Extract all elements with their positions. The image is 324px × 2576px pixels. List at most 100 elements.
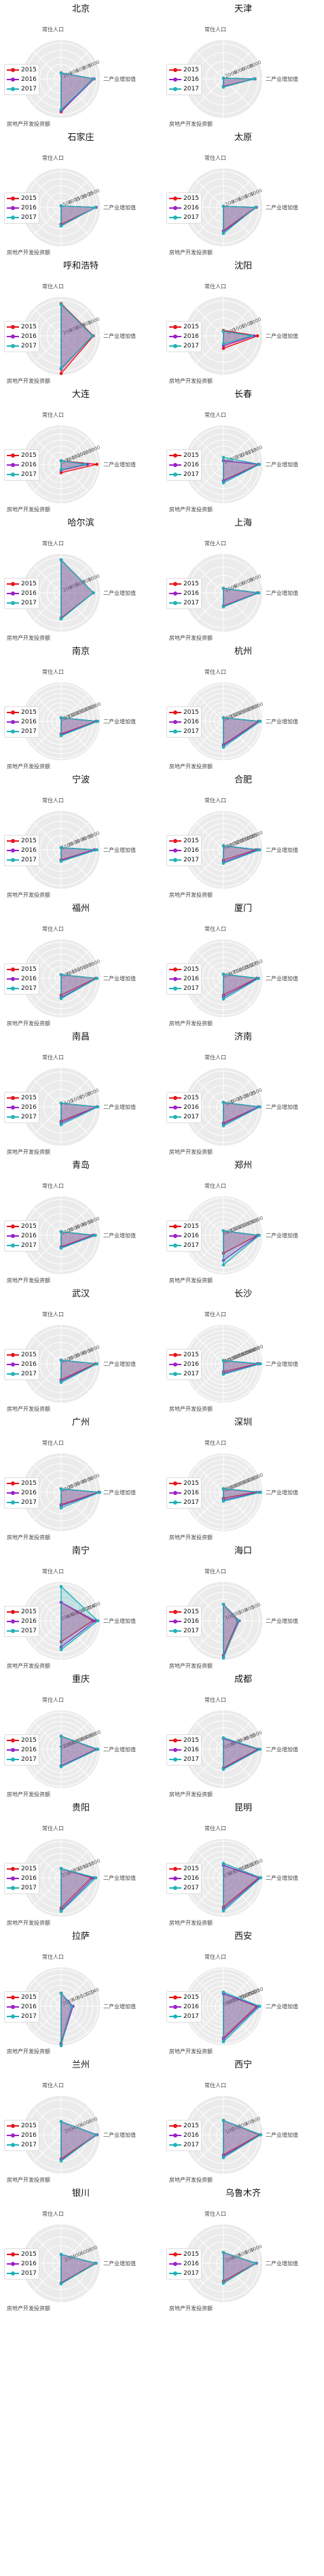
chart-title: 拉萨 [71, 1931, 90, 1942]
grid-spoke [195, 207, 224, 236]
legend-label: 2015 [21, 709, 37, 716]
grid-spoke [60, 1235, 90, 1264]
series-2017-point [259, 2133, 263, 2137]
legend-item: 2017 [169, 1369, 199, 1379]
radar-chart: 呼和浩特 200 400 600 800 1000 常住人口 二产业增加值 房地产开发投资额 20… [0, 258, 162, 387]
series-2017-area [223, 205, 257, 235]
legend-label: 2016 [183, 847, 199, 854]
grid-spoke [33, 564, 62, 594]
chart-legend: 2015 2016 2017 [166, 706, 202, 738]
grid-spoke [33, 592, 62, 621]
legend-swatch-icon [7, 2142, 19, 2148]
grid-spoke [195, 2263, 224, 2292]
legend-label: 2015 [183, 2251, 199, 2258]
chart-title: 大连 [71, 390, 90, 400]
legend-item: 2016 [169, 846, 199, 855]
series-2017-area [223, 1737, 262, 1770]
radar-chart: 宁波 1000 2000 3000 4000 5000 常住人口 二产业增加值 房地产开发投资额… [0, 772, 162, 901]
axis-label: 二产业增加值 [266, 2131, 298, 2138]
axis-label: 常住人口 [42, 1696, 64, 1703]
axis-label: 常住人口 [204, 1439, 226, 1446]
grid-spoke [33, 1363, 62, 1392]
legend-swatch-icon [169, 847, 181, 854]
legend-label: 2016 [21, 2261, 37, 2267]
grid-spoke [195, 1363, 224, 1392]
legend-swatch-icon [169, 1223, 181, 1230]
series-2017-point [221, 1768, 226, 1771]
grid-spoke [60, 1978, 90, 2007]
legend-item: 2017 [169, 1883, 199, 1893]
axis-label: 二产业增加值 [266, 204, 298, 211]
radar-chart: 重庆 1000 2000 3000 4000 5000 6000 7000 8000 常住人口 二产… [0, 1672, 162, 1800]
grid-spoke [33, 821, 62, 851]
legend-label: 2017 [183, 1242, 199, 1249]
chart-title: 北京 [71, 4, 90, 14]
axis-label: 房地产开发投资额 [169, 763, 213, 770]
legend-label: 2015 [183, 838, 199, 844]
axis-label: 二产业增加值 [103, 2003, 136, 2010]
legend-label: 2017 [21, 1885, 37, 1891]
series-2017-point [221, 1373, 226, 1376]
series-2017-area [60, 1359, 99, 1384]
legend-item: 2015 [7, 1607, 37, 1617]
radar-chart: 兰州 200 400 600 800 常住人口 二产业增加值 房地产开发投资额 2015 2016… [0, 2057, 162, 2186]
chart-legend: 2015 2016 2017 [4, 963, 39, 995]
axis-label: 常住人口 [42, 1311, 64, 1318]
legend-swatch-icon [169, 76, 181, 83]
legend-label: 2016 [183, 205, 199, 211]
grid-spoke [33, 2106, 62, 2135]
legend-label: 2017 [21, 471, 37, 478]
series-2017-point [221, 1990, 226, 1994]
legend-swatch-icon [7, 847, 19, 854]
chart-title: 乌鲁木齐 [225, 2188, 261, 2199]
legend-label: 2017 [21, 857, 37, 863]
grid-spoke [223, 1620, 252, 1649]
axis-label: 房地产开发投资额 [7, 1791, 50, 1798]
legend-item: 2015 [169, 1993, 199, 2002]
grid-spoke [223, 2106, 252, 2135]
legend-swatch-icon [169, 1628, 181, 1634]
grid-spoke [223, 950, 252, 979]
series-2017-area [223, 1862, 262, 1912]
grid-spoke [33, 1235, 62, 1264]
series-2017-point [59, 459, 63, 463]
grid-spoke [33, 721, 62, 750]
chart-title: 天津 [234, 4, 252, 14]
legend-swatch-icon [7, 343, 19, 349]
series-2016-point [93, 1619, 97, 1623]
axis-label: 房地产开发投资额 [169, 377, 213, 384]
axis-label: 常住人口 [204, 154, 226, 161]
legend-label: 2015 [183, 67, 199, 73]
grid-spoke [33, 1078, 62, 1107]
legend-item: 2017 [169, 855, 199, 865]
axis-label: 常住人口 [204, 668, 226, 675]
legend-item: 2016 [7, 1103, 37, 1112]
legend-item: 2017 [7, 1112, 37, 1122]
axis-label: 房地产开发投资额 [7, 1277, 50, 1284]
legend-label: 2015 [183, 195, 199, 202]
legend-swatch-icon [7, 1994, 19, 2001]
series-2017-point [59, 1585, 63, 1589]
legend-swatch-icon [169, 86, 181, 92]
grid-spoke [33, 1207, 62, 1236]
chart-title: 长沙 [234, 1289, 252, 1299]
legend-swatch-icon [169, 719, 181, 725]
legend-item: 2017 [169, 1498, 199, 1507]
legend-item: 2017 [169, 213, 199, 222]
series-2017-point [221, 2156, 226, 2160]
legend-label: 2017 [183, 1628, 199, 1634]
legend-swatch-icon [169, 985, 181, 992]
radar-chart: 拉萨 20 40 60 80 100 120 140 常住人口 二产业增加值 房地产开发投资额 201… [0, 1929, 162, 2057]
legend-label: 2017 [183, 471, 199, 478]
grid-spoke [195, 1877, 224, 1906]
series-2017-point [259, 1876, 263, 1880]
legend-swatch-icon [169, 2251, 181, 2258]
grid-spoke [195, 1620, 224, 1649]
legend-swatch-icon [7, 719, 19, 725]
legend-swatch-icon [7, 985, 19, 992]
legend-item: 2017 [7, 341, 37, 351]
grid-spoke [60, 1078, 90, 1107]
series-2017-point [59, 1506, 63, 1510]
legend-label: 2016 [21, 2132, 37, 2139]
